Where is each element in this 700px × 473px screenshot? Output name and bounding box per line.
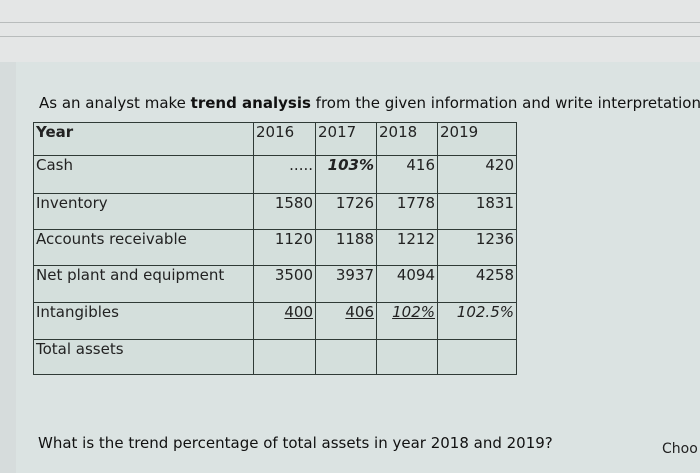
cell: 1580 [253,193,316,230]
cell [376,339,438,375]
row-label: Intangibles [33,302,254,340]
cell: 102% [376,302,438,340]
divider [0,22,700,23]
table-row: Net plant and equipment 3500 3937 4094 4… [33,265,517,303]
row-label: Accounts receivable [33,229,254,266]
row-label: Net plant and equipment [33,265,254,303]
cell: 420 [437,155,517,194]
question-2-text: What is the trend percentage of total as… [38,434,553,452]
cell: 1236 [437,229,517,266]
cell: 1120 [253,229,316,266]
table-row: Accounts receivable 1120 1188 1212 1236 [33,229,517,266]
header-cell: 2017 [315,122,377,156]
question-bold: trend analysis [190,94,311,112]
cell: 3937 [315,265,377,303]
cell: 400 [253,302,316,340]
table-row: Cash ..... 103% 416 420 [33,155,517,194]
cell [253,339,316,375]
question-text: As an analyst make trend analysis from t… [39,94,700,112]
cell: 416 [376,155,438,194]
header-cell: 2016 [253,122,316,156]
cell: ..... [253,155,316,194]
header-cell: Year [33,122,254,156]
choose-button[interactable]: Choo [662,441,698,457]
row-label: Cash [33,155,254,194]
table-row: Inventory 1580 1726 1778 1831 [33,193,517,230]
header-cell: 2018 [376,122,438,156]
row-label: Total assets [33,339,254,375]
question-prefix: As an analyst make [39,94,191,112]
cell: 406 [315,302,377,340]
cell: 4094 [376,265,438,303]
cell: 4258 [437,265,517,303]
table-row: Intangibles 400 406 102% 102.5% [33,302,517,340]
divider [0,36,700,37]
cell: 3500 [253,265,316,303]
table-header-row: Year 2016 2017 2018 2019 [33,122,517,156]
header-cell: 2019 [437,122,517,156]
table-row: Total assets [33,339,517,375]
cell: 1212 [376,229,438,266]
cell [315,339,377,375]
cell: 1188 [315,229,377,266]
cell: 1831 [437,193,517,230]
cell: 1726 [315,193,377,230]
cell [437,339,517,375]
question-suffix: from the given information and write int… [310,94,700,112]
cell: 1778 [376,193,438,230]
data-table: Year 2016 2017 2018 2019 Cash ..... 103%… [33,122,517,375]
cell: 103% [315,155,377,194]
cell: 102.5% [437,302,517,340]
row-label: Inventory [33,193,254,230]
screen-top-area [0,0,700,62]
